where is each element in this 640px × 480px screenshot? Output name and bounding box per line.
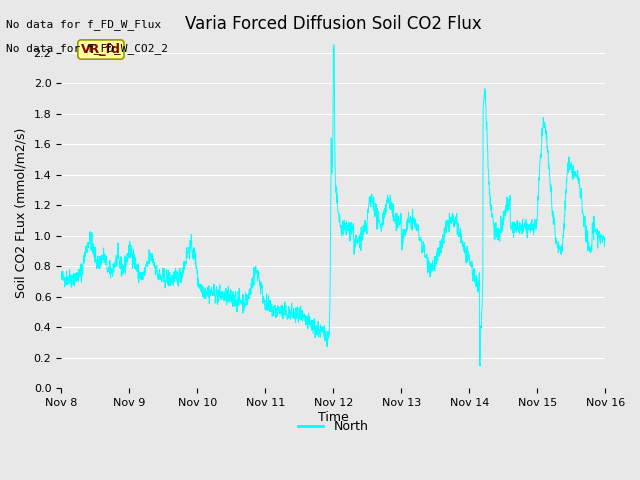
Title: Varia Forced Diffusion Soil CO2 Flux: Varia Forced Diffusion Soil CO2 Flux — [185, 15, 482, 33]
Legend: North: North — [293, 415, 373, 438]
Text: No data for f_FD_W_CO2_2: No data for f_FD_W_CO2_2 — [6, 43, 168, 54]
X-axis label: Time: Time — [318, 410, 349, 424]
Text: VR_fd: VR_fd — [81, 43, 121, 56]
Text: No data for f_FD_W_Flux: No data for f_FD_W_Flux — [6, 19, 162, 30]
Y-axis label: Soil CO2 FLux (mmol/m2/s): Soil CO2 FLux (mmol/m2/s) — [15, 128, 28, 298]
